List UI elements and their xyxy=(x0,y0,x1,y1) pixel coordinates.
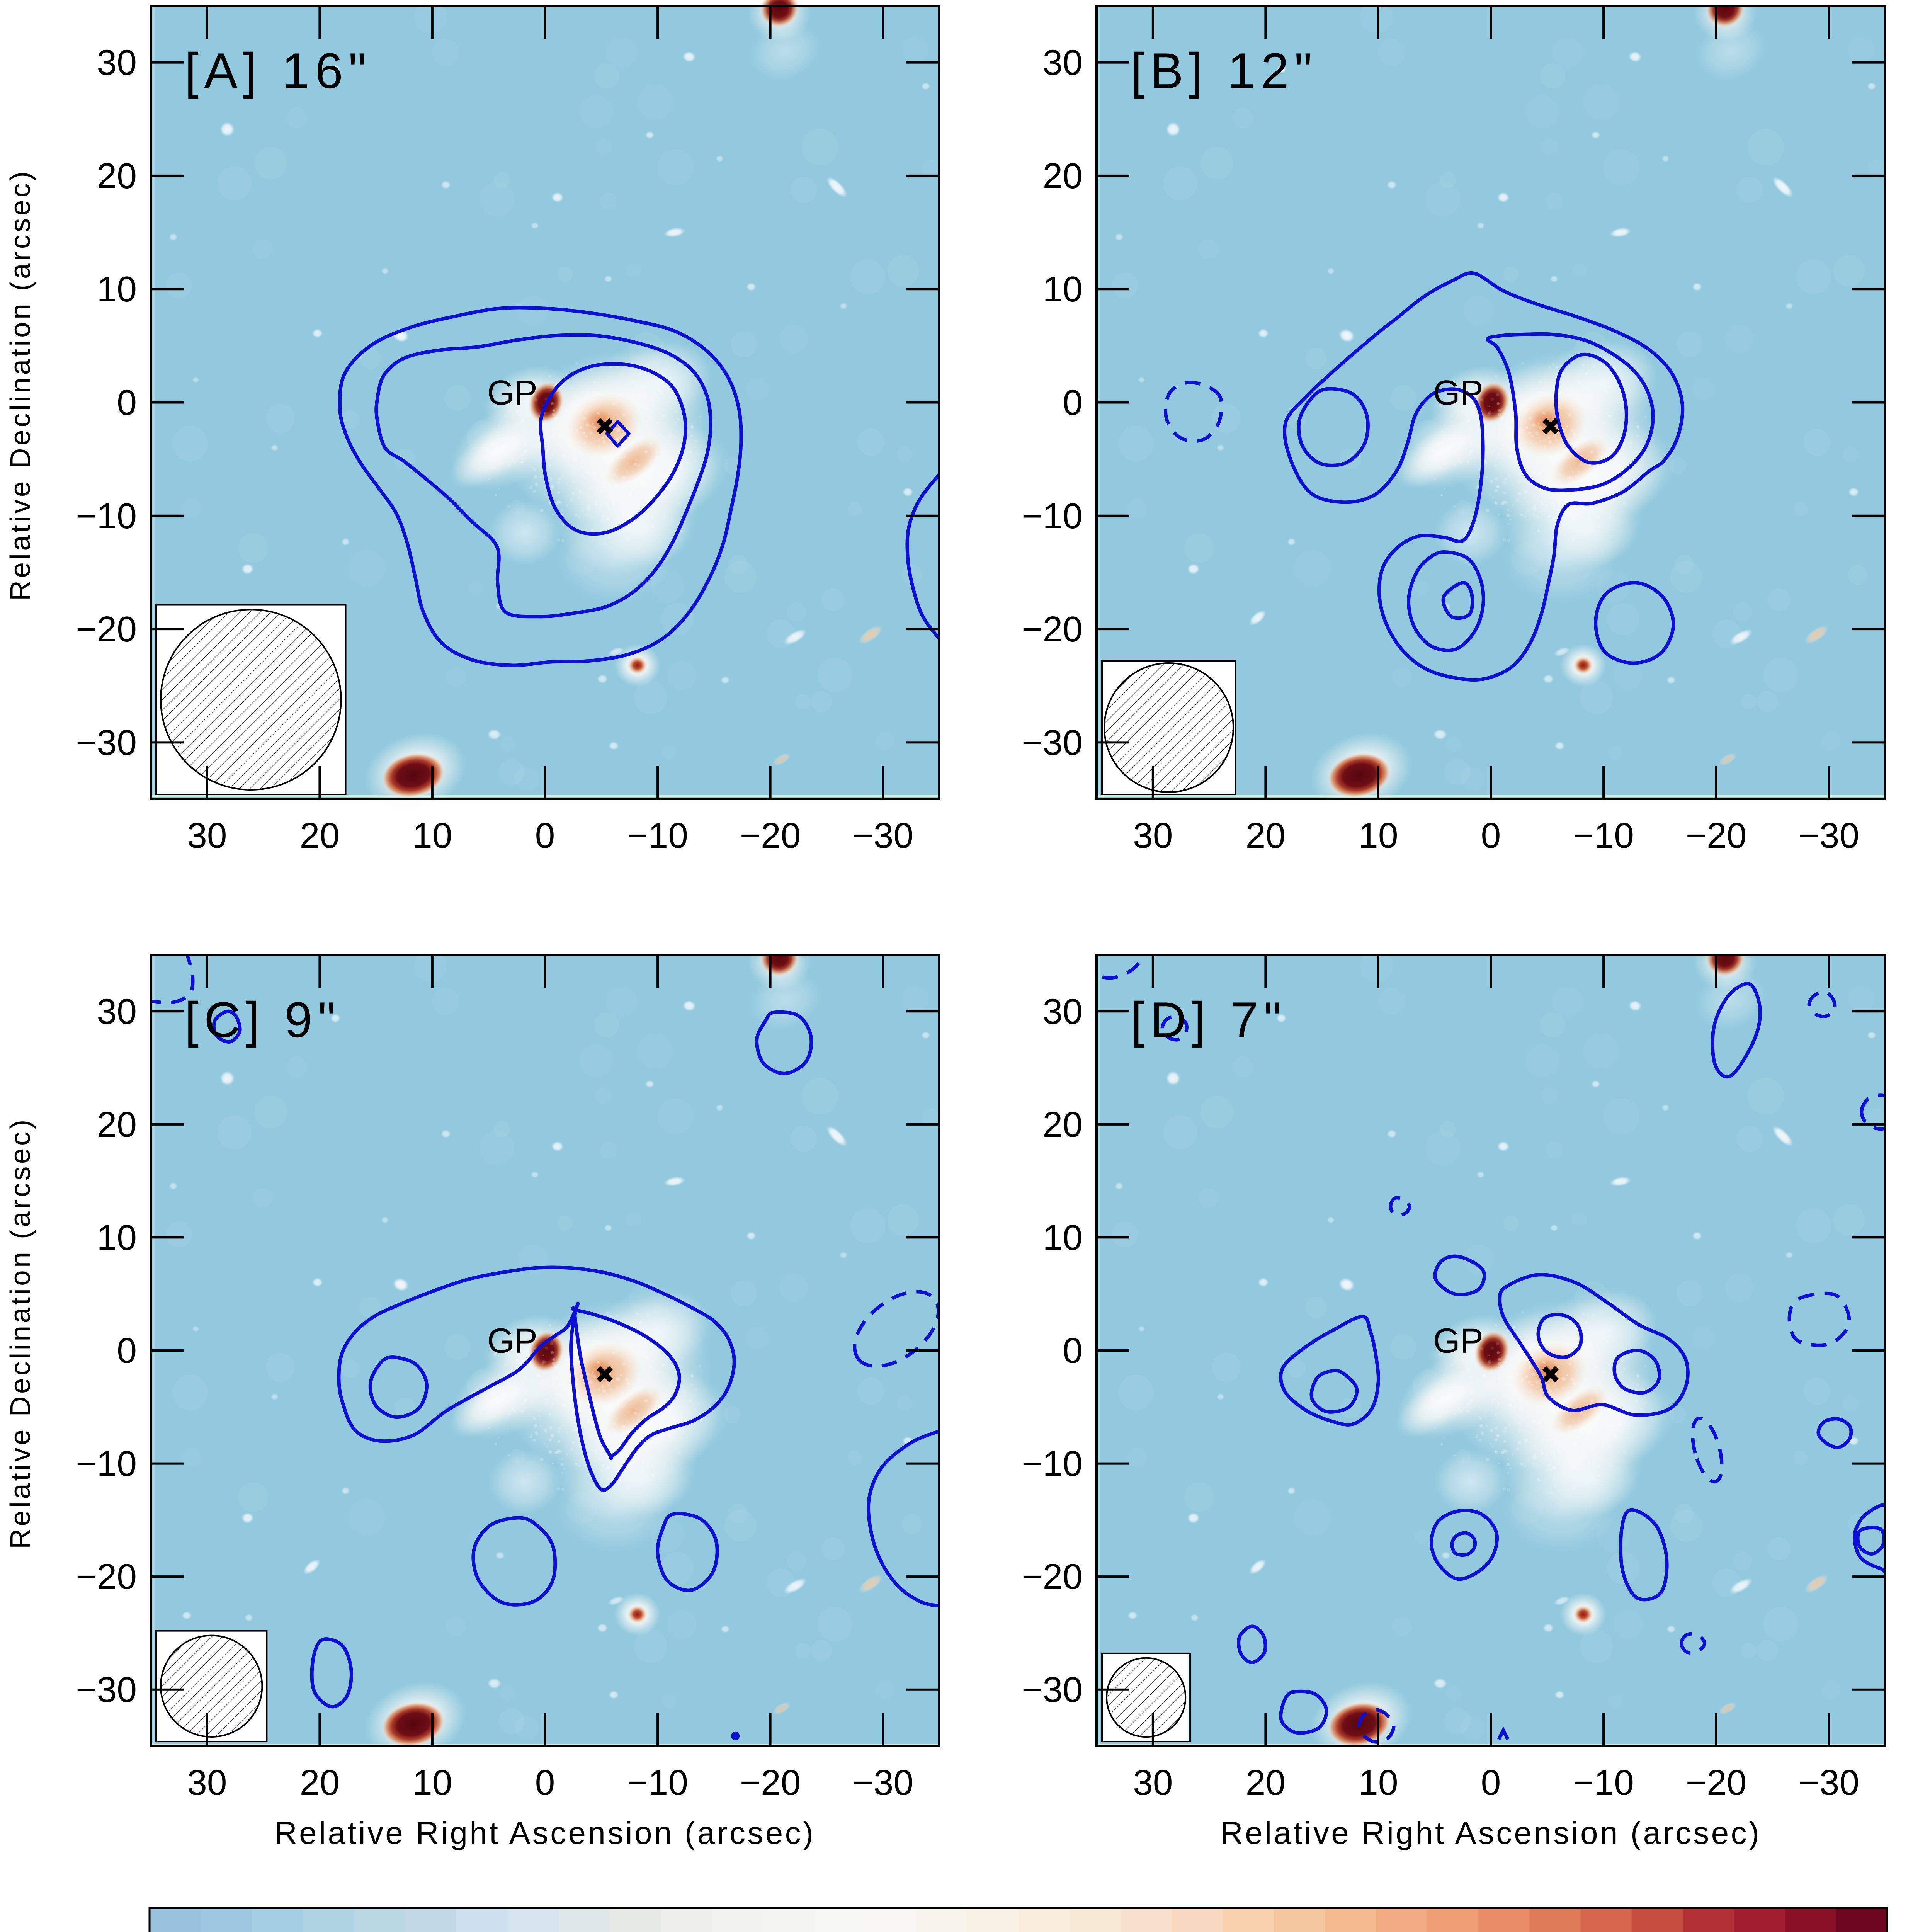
svg-text:0: 0 xyxy=(1481,1762,1501,1803)
svg-text:0: 0 xyxy=(1481,815,1501,855)
svg-text:−20: −20 xyxy=(740,815,801,855)
svg-text:GP: GP xyxy=(1433,374,1483,412)
svg-text:10: 10 xyxy=(97,269,137,309)
svg-text:−30: −30 xyxy=(76,722,137,762)
svg-text:0: 0 xyxy=(535,1762,555,1803)
svg-text:−20: −20 xyxy=(76,609,137,649)
svg-text:−30: −30 xyxy=(1022,722,1083,762)
svg-text:30: 30 xyxy=(187,1762,227,1803)
svg-text:30: 30 xyxy=(97,991,137,1031)
svg-text:0: 0 xyxy=(117,383,137,423)
svg-text:−30: −30 xyxy=(852,1762,913,1803)
svg-text:[C] 9": [C] 9" xyxy=(185,992,341,1048)
svg-text:−20: −20 xyxy=(1022,609,1083,649)
svg-text:−10: −10 xyxy=(1022,496,1083,536)
svg-text:[B] 12": [B] 12" xyxy=(1131,43,1318,99)
svg-text:Relative Right Ascension (arcs: Relative Right Ascension (arcsec) xyxy=(274,1816,816,1851)
svg-text:20: 20 xyxy=(300,1762,340,1803)
svg-text:−20: −20 xyxy=(1022,1556,1083,1597)
svg-text:20: 20 xyxy=(1043,1104,1083,1145)
svg-text:0: 0 xyxy=(1063,1330,1083,1371)
svg-text:10: 10 xyxy=(1043,269,1083,309)
svg-text:Relative Right Ascension (arcs: Relative Right Ascension (arcsec) xyxy=(1220,1816,1762,1851)
svg-text:−30: −30 xyxy=(1798,815,1859,855)
svg-text:30: 30 xyxy=(97,43,137,83)
svg-text:−10: −10 xyxy=(627,815,688,855)
svg-text:20: 20 xyxy=(97,1104,137,1145)
svg-text:−20: −20 xyxy=(1686,815,1747,855)
svg-text:−20: −20 xyxy=(1686,1762,1747,1803)
svg-text:20: 20 xyxy=(1246,815,1286,855)
svg-text:0: 0 xyxy=(117,1330,137,1371)
svg-text:Relative Declination (arcsec): Relative Declination (arcsec) xyxy=(5,169,36,601)
svg-text:−10: −10 xyxy=(1022,1444,1083,1484)
svg-text:10: 10 xyxy=(1043,1217,1083,1257)
svg-text:−10: −10 xyxy=(1573,815,1634,855)
svg-text:30: 30 xyxy=(187,815,227,855)
svg-text:10: 10 xyxy=(412,1762,452,1803)
svg-text:−20: −20 xyxy=(76,1556,137,1597)
svg-text:GP: GP xyxy=(487,374,537,412)
svg-text:20: 20 xyxy=(1043,156,1083,196)
svg-text:20: 20 xyxy=(97,156,137,196)
svg-text:10: 10 xyxy=(412,815,452,855)
svg-text:[D] 7": [D] 7" xyxy=(1131,992,1287,1048)
svg-text:GP: GP xyxy=(1433,1322,1483,1361)
svg-text:−30: −30 xyxy=(852,815,913,855)
svg-text:10: 10 xyxy=(97,1217,137,1257)
svg-text:−10: −10 xyxy=(76,496,137,536)
svg-text:20: 20 xyxy=(1246,1762,1286,1803)
svg-text:0: 0 xyxy=(1063,383,1083,423)
svg-text:−30: −30 xyxy=(76,1670,137,1710)
svg-text:30: 30 xyxy=(1133,1762,1173,1803)
svg-text:−30: −30 xyxy=(1022,1670,1083,1710)
svg-text:−10: −10 xyxy=(76,1444,137,1484)
svg-text:20: 20 xyxy=(300,815,340,855)
svg-text:−10: −10 xyxy=(1573,1762,1634,1803)
svg-text:−30: −30 xyxy=(1798,1762,1859,1803)
svg-text:−10: −10 xyxy=(627,1762,688,1803)
svg-text:0: 0 xyxy=(535,815,555,855)
svg-text:10: 10 xyxy=(1358,815,1398,855)
svg-text:[A] 16": [A] 16" xyxy=(185,43,372,99)
svg-text:Relative Declination (arcsec): Relative Declination (arcsec) xyxy=(5,1117,36,1549)
svg-text:GP: GP xyxy=(487,1322,537,1361)
svg-text:30: 30 xyxy=(1133,815,1173,855)
svg-text:30: 30 xyxy=(1043,991,1083,1031)
svg-text:30: 30 xyxy=(1043,43,1083,83)
svg-text:10: 10 xyxy=(1358,1762,1398,1803)
svg-text:−20: −20 xyxy=(740,1762,801,1803)
